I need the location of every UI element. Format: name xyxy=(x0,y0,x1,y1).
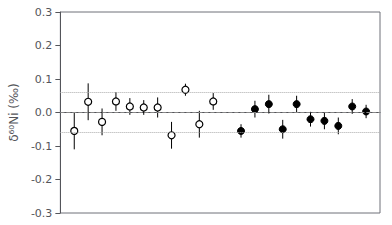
svg-text:0.0: 0.0 xyxy=(35,106,53,119)
svg-text:0.2: 0.2 xyxy=(35,39,53,52)
svg-text:-0.3: -0.3 xyxy=(31,207,52,220)
svg-text:0.1: 0.1 xyxy=(35,73,53,86)
svg-text:δ⁶⁰Ni (‰): δ⁶⁰Ni (‰) xyxy=(7,83,21,142)
svg-text:-0.1: -0.1 xyxy=(31,140,52,153)
svg-text:0.3: 0.3 xyxy=(35,6,53,19)
svg-text:-0.2: -0.2 xyxy=(31,173,52,186)
